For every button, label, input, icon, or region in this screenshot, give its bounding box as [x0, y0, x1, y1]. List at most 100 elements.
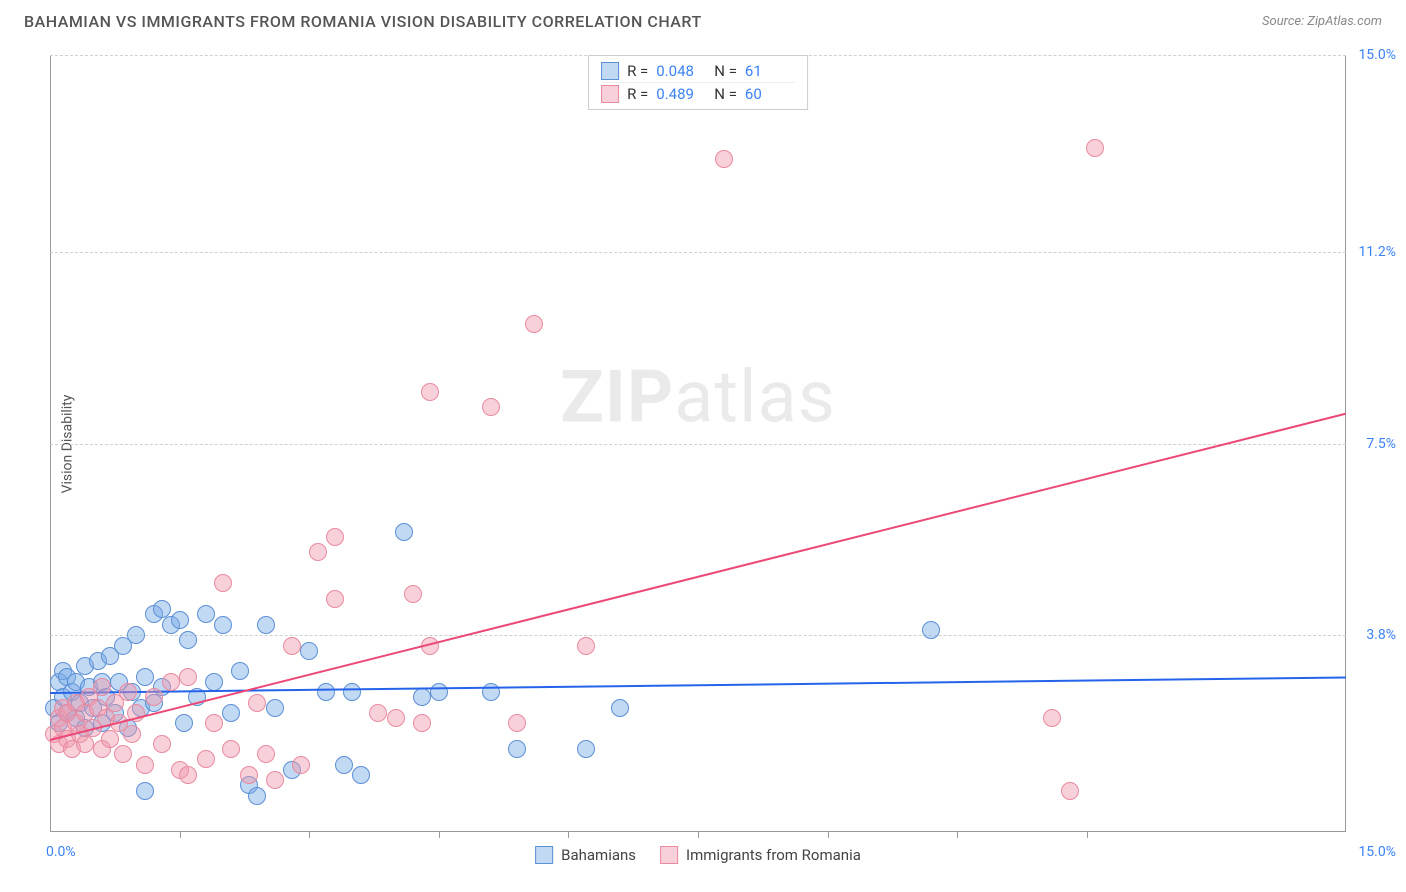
point-series2 [248, 694, 266, 712]
point-series2 [76, 735, 94, 753]
point-series2 [326, 590, 344, 608]
y-tick-label: 3.8% [1366, 627, 1396, 643]
trendline-series2 [50, 412, 1346, 740]
point-series2 [369, 704, 387, 722]
point-series2 [266, 771, 284, 789]
point-series2 [421, 383, 439, 401]
point-series1 [343, 683, 361, 701]
point-series1 [136, 668, 154, 686]
r-value-1: 0.048 [656, 62, 706, 80]
point-series2 [404, 585, 422, 603]
point-series2 [1061, 782, 1079, 800]
point-series1 [153, 600, 171, 618]
point-series1 [266, 699, 284, 717]
x-min-label: 0.0% [46, 844, 76, 860]
point-series2 [715, 150, 733, 168]
point-series1 [179, 631, 197, 649]
swatch-series2 [601, 85, 619, 103]
point-series1 [335, 756, 353, 774]
point-series1 [922, 621, 940, 639]
swatch-series1 [601, 62, 619, 80]
point-series1 [136, 782, 154, 800]
legend-item-2: Immigrants from Romania [660, 846, 861, 864]
point-series1 [127, 626, 145, 644]
point-series2 [179, 766, 197, 784]
point-series2 [577, 637, 595, 655]
point-series2 [1086, 139, 1104, 157]
x-tick [309, 832, 310, 838]
x-tick [828, 832, 829, 838]
stats-row-2: R = 0.489 N = 60 [601, 82, 795, 105]
point-series2 [387, 709, 405, 727]
point-series2 [119, 683, 137, 701]
point-series2 [413, 714, 431, 732]
point-series2 [326, 528, 344, 546]
point-series2 [197, 750, 215, 768]
point-series1 [175, 714, 193, 732]
point-series1 [577, 740, 595, 758]
point-series2 [136, 756, 154, 774]
legend-item-1: Bahamians [535, 846, 636, 864]
y-tick-label: 7.5% [1366, 436, 1396, 452]
r-value-2: 0.489 [656, 85, 706, 103]
point-series1 [171, 611, 189, 629]
legend: Bahamians Immigrants from Romania [535, 846, 861, 864]
point-series2 [114, 745, 132, 763]
x-tick [180, 832, 181, 838]
point-series2 [101, 730, 119, 748]
x-tick [439, 832, 440, 838]
n-value-1: 61 [745, 62, 795, 80]
y-tick-label: 11.2% [1358, 244, 1396, 260]
point-series1 [214, 616, 232, 634]
point-series2 [205, 714, 223, 732]
plot-region: ZIPatlas R = 0.048 N = 61 R = 0.489 N = … [50, 55, 1346, 832]
point-series1 [395, 523, 413, 541]
legend-swatch-1 [535, 846, 553, 864]
point-series2 [283, 637, 301, 655]
x-tick [957, 832, 958, 838]
point-series1 [257, 616, 275, 634]
point-series2 [214, 574, 232, 592]
point-series2 [309, 543, 327, 561]
point-series2 [153, 735, 171, 753]
point-series2 [1043, 709, 1061, 727]
x-max-label: 15.0% [1358, 844, 1396, 860]
point-series1 [205, 673, 223, 691]
point-series2 [525, 315, 543, 333]
point-series2 [257, 745, 275, 763]
point-series2 [145, 688, 163, 706]
chart-area: Vision Disability ZIPatlas R = 0.048 N =… [50, 55, 1346, 832]
legend-swatch-2 [660, 846, 678, 864]
point-series1 [248, 787, 266, 805]
point-series2 [482, 398, 500, 416]
n-value-2: 60 [745, 85, 795, 103]
point-series1 [300, 642, 318, 660]
point-series1 [413, 688, 431, 706]
point-series1 [317, 683, 335, 701]
legend-label-2: Immigrants from Romania [686, 846, 861, 864]
stats-box: R = 0.048 N = 61 R = 0.489 N = 60 [588, 55, 808, 110]
point-series1 [611, 699, 629, 717]
chart-title: BAHAMIAN VS IMMIGRANTS FROM ROMANIA VISI… [24, 12, 702, 31]
point-series2 [222, 740, 240, 758]
point-series1 [430, 683, 448, 701]
point-series2 [123, 725, 141, 743]
point-series2 [179, 668, 197, 686]
point-series1 [352, 766, 370, 784]
x-tick [1087, 832, 1088, 838]
point-series2 [240, 766, 258, 784]
gridline [50, 252, 1346, 253]
point-series1 [508, 740, 526, 758]
watermark: ZIPatlas [560, 354, 836, 439]
point-series2 [93, 678, 111, 696]
point-series1 [197, 605, 215, 623]
point-series2 [292, 756, 310, 774]
point-series1 [222, 704, 240, 722]
legend-label-1: Bahamians [561, 846, 636, 864]
point-series2 [162, 673, 180, 691]
point-series2 [508, 714, 526, 732]
gridline [50, 444, 1346, 445]
gridline [50, 635, 1346, 636]
x-tick [568, 832, 569, 838]
y-tick-label: 15.0% [1358, 47, 1396, 63]
